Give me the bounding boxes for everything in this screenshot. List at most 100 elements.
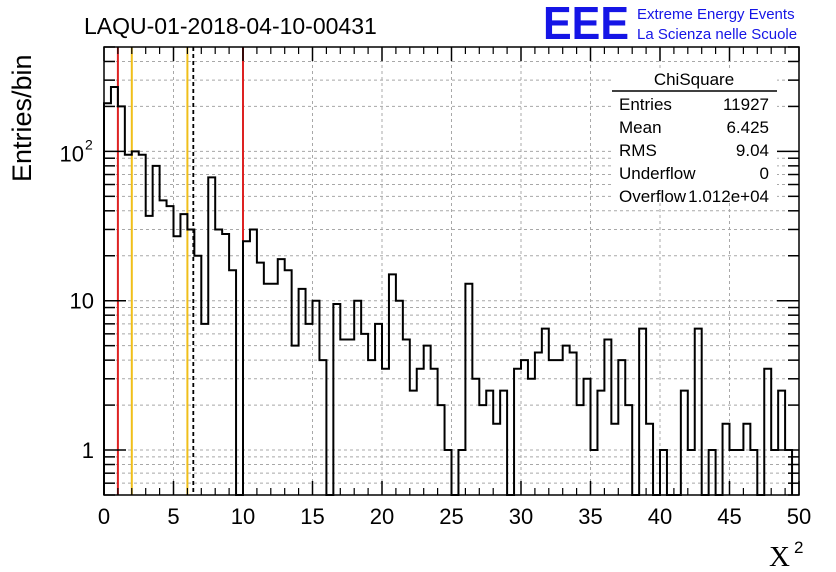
histogram-bin bbox=[750, 450, 757, 495]
histogram-bin bbox=[556, 360, 563, 495]
histogram-bin bbox=[389, 274, 396, 495]
histogram-bin bbox=[472, 379, 479, 495]
y-tick-label: 10 bbox=[60, 141, 84, 166]
x-tick-label: 50 bbox=[787, 504, 811, 529]
stats-label-mean: Mean bbox=[619, 118, 662, 137]
histogram-bin bbox=[521, 360, 528, 495]
histogram-bin bbox=[250, 229, 257, 495]
histogram-bin bbox=[180, 214, 187, 495]
histogram-bin bbox=[132, 151, 139, 495]
histogram-bin bbox=[340, 339, 347, 495]
logo-line-2: La Scienza nelle Scuole bbox=[637, 26, 797, 43]
stats-value-mean: 6.425 bbox=[726, 118, 769, 137]
histogram-bin bbox=[201, 324, 208, 495]
histogram-bin bbox=[285, 270, 292, 495]
histogram-bin bbox=[591, 450, 598, 495]
x-tick-label: 40 bbox=[648, 504, 672, 529]
histogram-bin bbox=[646, 424, 653, 495]
histogram-bin bbox=[403, 339, 410, 495]
histogram-bin bbox=[514, 369, 521, 495]
histogram-bin bbox=[438, 405, 445, 495]
histogram-bin bbox=[319, 360, 326, 495]
histogram-bin bbox=[153, 166, 160, 495]
histogram-bin bbox=[382, 369, 389, 495]
histogram-bin bbox=[257, 263, 264, 495]
histogram-bin bbox=[313, 301, 320, 495]
histogram-bin bbox=[479, 405, 486, 495]
histogram-bin bbox=[222, 234, 229, 495]
histogram-bin bbox=[167, 206, 174, 495]
stats-label-entries: Entries bbox=[619, 95, 672, 114]
histogram-bin bbox=[743, 424, 750, 495]
histogram-bin bbox=[584, 379, 591, 495]
histogram-bin bbox=[771, 450, 778, 495]
histogram-bin bbox=[493, 424, 500, 495]
histogram-bin bbox=[688, 450, 695, 495]
stats-box: ChiSquare Entries 11927 Mean 6.425 RMS 9… bbox=[612, 68, 777, 206]
stats-label-underflow: Underflow bbox=[619, 164, 696, 183]
eee-logo: EEE Extreme Energy Events La Scienza nel… bbox=[543, 0, 797, 49]
stats-value-entries: 11927 bbox=[723, 95, 769, 114]
stats-title: ChiSquare bbox=[654, 70, 734, 89]
histogram-bin bbox=[681, 391, 688, 495]
histogram-bin bbox=[396, 301, 403, 495]
x-axis-label: X bbox=[769, 541, 790, 572]
histogram-bin bbox=[577, 405, 584, 495]
histogram-bin bbox=[625, 405, 632, 495]
histogram-bin bbox=[187, 229, 194, 495]
histogram-bin bbox=[723, 424, 730, 495]
histogram-bin bbox=[410, 391, 417, 495]
histogram-bin bbox=[139, 155, 146, 495]
stats-label-overflow: Overflow bbox=[619, 187, 687, 206]
x-tick-label: 10 bbox=[231, 504, 255, 529]
histogram-bin bbox=[535, 352, 542, 495]
histogram-bin bbox=[306, 324, 313, 495]
stats-value-overflow: 1.012e+04 bbox=[688, 187, 769, 206]
histogram-bin bbox=[215, 229, 222, 495]
histogram-bin bbox=[292, 346, 299, 495]
stats-label-rms: RMS bbox=[619, 141, 657, 160]
histogram-bin bbox=[549, 360, 556, 495]
histogram-bin bbox=[424, 346, 431, 495]
histogram-bin bbox=[125, 155, 132, 495]
histogram-bin bbox=[465, 284, 472, 495]
x-tick-label: 30 bbox=[509, 504, 533, 529]
histogram-bin bbox=[146, 216, 153, 495]
histogram-bin bbox=[639, 329, 646, 495]
histogram-bin bbox=[542, 329, 549, 495]
histogram-bin bbox=[111, 87, 118, 495]
x-tick-label: 15 bbox=[300, 504, 324, 529]
logo-line-1: Extreme Energy Events bbox=[637, 6, 795, 23]
histogram-bin bbox=[597, 391, 604, 495]
x-tick-label: 45 bbox=[717, 504, 741, 529]
histogram-bin bbox=[709, 450, 716, 495]
histogram-bin bbox=[271, 284, 278, 495]
histogram-bin bbox=[563, 346, 570, 495]
x-axis-label-superscript: 2 bbox=[794, 538, 803, 557]
histogram-bin bbox=[486, 391, 493, 495]
histogram-bin bbox=[736, 450, 743, 495]
x-tick-label: 5 bbox=[167, 504, 179, 529]
logo-mark: EEE bbox=[543, 0, 629, 49]
histogram-bin bbox=[347, 339, 354, 495]
histogram-bin bbox=[194, 256, 201, 495]
histogram-bin bbox=[445, 450, 452, 495]
histogram-bin bbox=[778, 391, 785, 495]
histogram-bin bbox=[417, 369, 424, 495]
histogram-bin bbox=[458, 450, 465, 495]
y-tick-label-exponent: 2 bbox=[85, 136, 93, 152]
histogram-bin bbox=[361, 334, 368, 495]
histogram-bin bbox=[695, 329, 702, 495]
histogram-bin bbox=[368, 360, 375, 495]
histogram-bin bbox=[278, 259, 285, 495]
histogram-bin bbox=[375, 324, 382, 495]
histogram-bin bbox=[500, 391, 507, 495]
histogram-bin bbox=[570, 352, 577, 495]
histogram-bin bbox=[243, 241, 250, 495]
histogram-bin bbox=[229, 270, 236, 495]
histogram-bin bbox=[528, 379, 535, 495]
histogram-bin bbox=[174, 236, 181, 495]
histogram-bin bbox=[660, 450, 667, 495]
histogram-bin bbox=[618, 360, 625, 495]
